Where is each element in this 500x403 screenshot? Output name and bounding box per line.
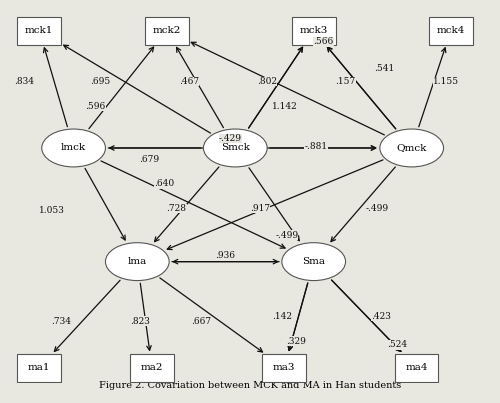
Text: .667: .667: [191, 317, 211, 326]
Text: .695: .695: [90, 77, 110, 86]
Text: .728: .728: [166, 204, 186, 213]
Text: mck3: mck3: [300, 26, 328, 35]
Text: ma3: ma3: [273, 363, 295, 372]
Text: .596: .596: [86, 102, 106, 111]
Text: -.499: -.499: [366, 204, 389, 213]
Text: .823: .823: [130, 317, 150, 326]
Text: ma1: ma1: [28, 363, 50, 372]
Ellipse shape: [204, 129, 267, 167]
Text: .917: .917: [250, 204, 270, 213]
Text: mck1: mck1: [25, 26, 54, 35]
Text: .802: .802: [257, 77, 277, 86]
Ellipse shape: [106, 243, 169, 280]
Text: .142: .142: [272, 312, 292, 321]
FancyBboxPatch shape: [145, 17, 188, 45]
Ellipse shape: [380, 129, 444, 167]
Text: -.429: -.429: [219, 134, 242, 143]
Text: .640: .640: [154, 179, 174, 189]
Ellipse shape: [282, 243, 346, 280]
Text: 1.053: 1.053: [38, 206, 64, 215]
Text: Figure 2. Covariation between MCK and MA in Han students: Figure 2. Covariation between MCK and MA…: [99, 381, 401, 391]
Text: lma: lma: [128, 257, 147, 266]
Text: .734: .734: [52, 317, 72, 326]
Text: .541: .541: [374, 64, 395, 73]
Text: .467: .467: [178, 77, 199, 86]
Text: .329: .329: [286, 337, 306, 346]
Text: mck2: mck2: [152, 26, 181, 35]
FancyBboxPatch shape: [18, 17, 61, 45]
FancyBboxPatch shape: [18, 354, 61, 382]
Text: 1.142: 1.142: [272, 102, 298, 111]
Text: .524: .524: [387, 341, 407, 349]
Text: lmck: lmck: [61, 143, 86, 152]
Text: .566: .566: [314, 37, 334, 46]
Ellipse shape: [42, 129, 106, 167]
Text: Qmck: Qmck: [396, 143, 427, 152]
Text: mck4: mck4: [436, 26, 465, 35]
Text: .834: .834: [14, 77, 34, 86]
Text: ma4: ma4: [406, 363, 428, 372]
FancyBboxPatch shape: [292, 17, 336, 45]
Text: .936: .936: [216, 251, 236, 260]
FancyBboxPatch shape: [395, 354, 438, 382]
FancyBboxPatch shape: [130, 354, 174, 382]
Text: .157: .157: [336, 77, 355, 86]
Text: .679: .679: [140, 155, 160, 164]
Text: Sma: Sma: [302, 257, 325, 266]
FancyBboxPatch shape: [429, 17, 472, 45]
Text: -.881: -.881: [304, 141, 328, 151]
FancyBboxPatch shape: [262, 354, 306, 382]
Text: ma2: ma2: [141, 363, 163, 372]
Text: Smck: Smck: [221, 143, 250, 152]
Text: -.499: -.499: [275, 231, 298, 240]
Text: 1.155: 1.155: [433, 77, 459, 86]
Text: .423: .423: [372, 312, 392, 321]
